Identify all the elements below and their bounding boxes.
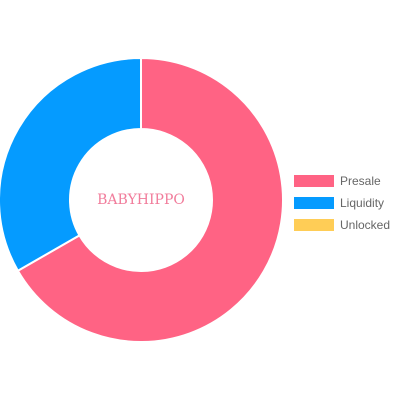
legend-item-liquidity[interactable]: Liquidity — [294, 192, 390, 214]
legend-label: Presale — [340, 174, 381, 188]
slice-presale[interactable] — [16, 56, 284, 343]
legend-swatch — [294, 197, 334, 209]
center-label: BABYHIPPO — [97, 192, 185, 208]
slice-liquidity[interactable] — [0, 56, 142, 273]
legend-swatch — [294, 175, 334, 187]
legend-item-unlocked[interactable]: Unlocked — [294, 214, 390, 236]
legend-label: Liquidity — [340, 196, 385, 210]
legend-swatch — [294, 219, 334, 231]
legend-label: Unlocked — [340, 218, 391, 232]
legend: Presale Liquidity Unlocked — [294, 170, 390, 236]
legend-item-presale[interactable]: Presale — [294, 170, 390, 192]
